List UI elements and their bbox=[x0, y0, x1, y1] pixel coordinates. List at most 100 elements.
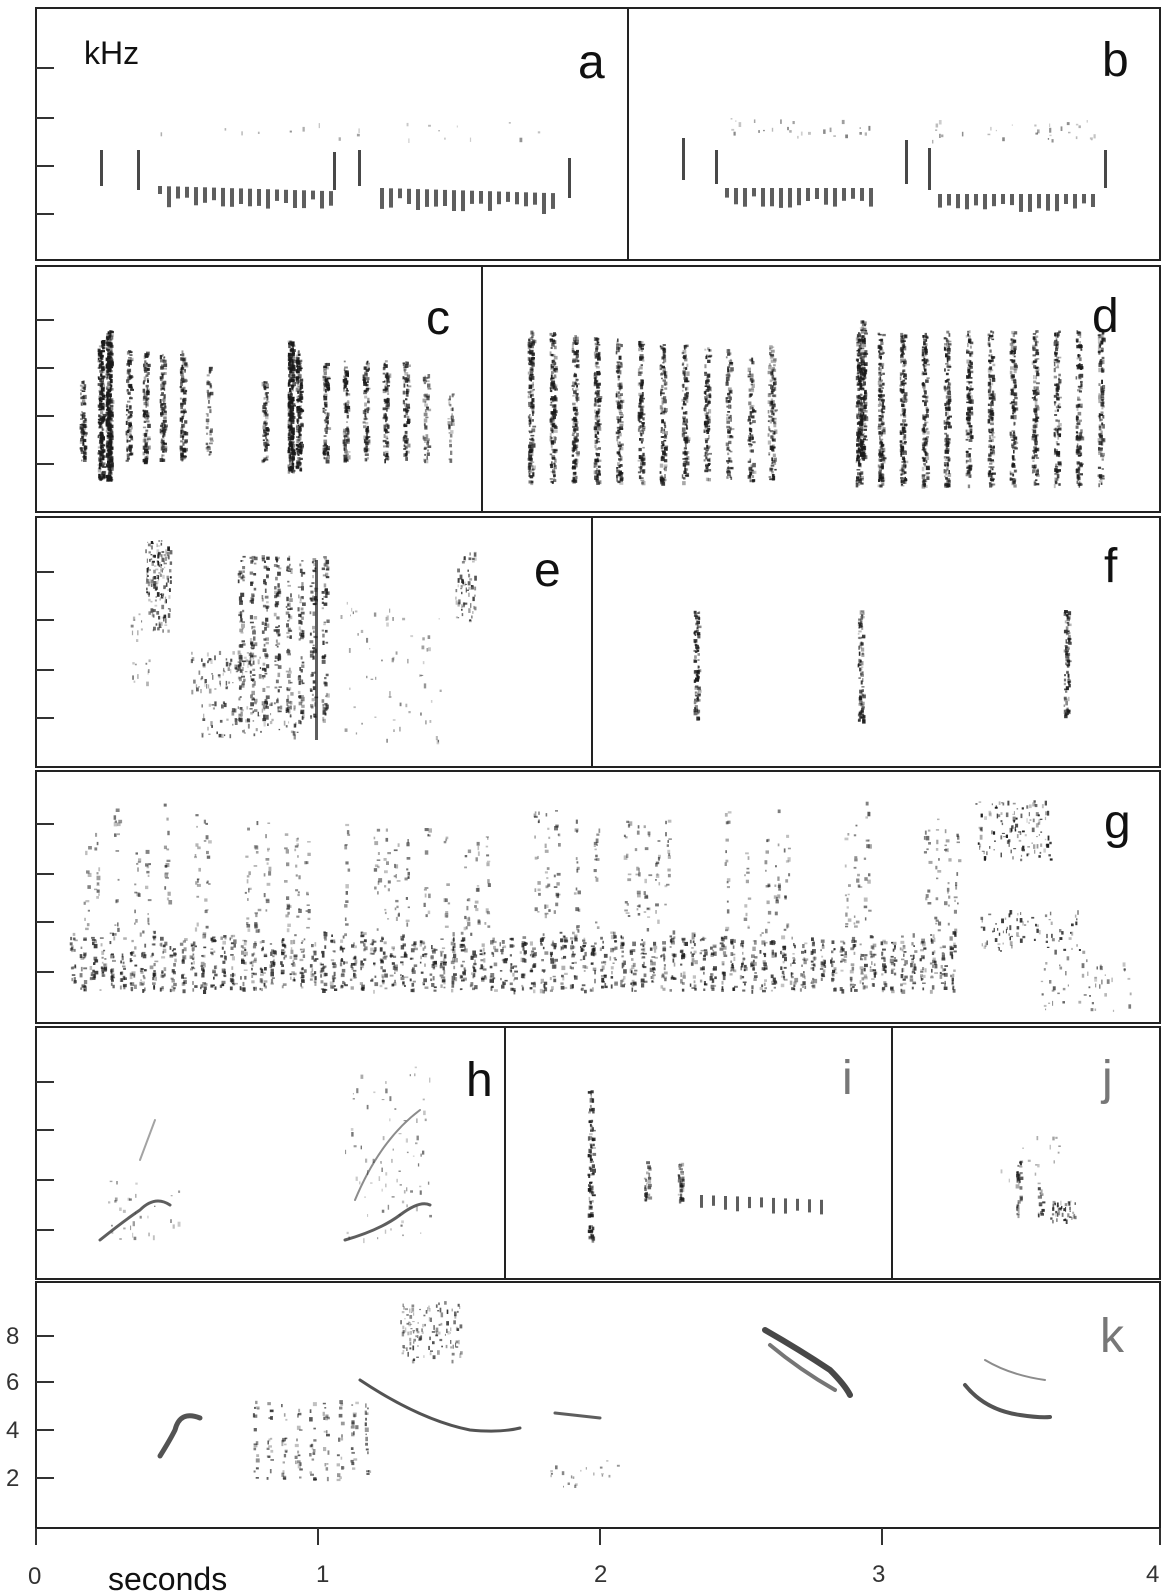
spectrogram-ink bbox=[903, 385, 905, 389]
spectrogram-ink bbox=[597, 447, 601, 450]
spectrogram-ink bbox=[708, 434, 710, 439]
spectrogram-ink bbox=[686, 437, 691, 441]
spectrogram-ink bbox=[598, 459, 602, 462]
spectrogram-ink bbox=[109, 360, 114, 364]
spectrogram-ink bbox=[100, 451, 104, 457]
spectrogram-ink bbox=[144, 458, 149, 463]
spectrogram-ink bbox=[423, 458, 426, 462]
spectrogram-ink bbox=[385, 381, 389, 385]
spectrogram-ink bbox=[1014, 394, 1017, 399]
spectrogram-ink bbox=[593, 381, 597, 387]
spectrogram-ink bbox=[970, 411, 974, 414]
spectrogram-ink bbox=[344, 370, 348, 373]
spectrogram-ink bbox=[527, 391, 532, 394]
spectrogram-ink bbox=[83, 451, 87, 455]
spectrogram-ink bbox=[1035, 349, 1039, 352]
spectrogram-ink bbox=[989, 366, 993, 370]
spectrogram-ink bbox=[1013, 345, 1017, 351]
spectrogram-ink bbox=[205, 426, 209, 430]
spectrogram-ink bbox=[706, 459, 711, 461]
spectrogram-ink bbox=[773, 358, 777, 362]
spectrogram-ink bbox=[102, 375, 106, 378]
spectrogram-ink bbox=[965, 438, 969, 441]
spectrogram-ink bbox=[881, 473, 885, 478]
spectrogram-ink bbox=[288, 380, 291, 386]
spectrogram-ink bbox=[877, 394, 882, 397]
spectrogram-ink bbox=[857, 462, 860, 467]
spectrogram-ink bbox=[967, 342, 969, 348]
spectrogram-ink bbox=[659, 364, 662, 367]
spectrogram-ink bbox=[921, 371, 924, 375]
spectrogram-ink bbox=[620, 414, 624, 417]
spectrogram-ink bbox=[685, 387, 687, 391]
spectrogram-ink bbox=[1057, 393, 1060, 397]
spectrogram-ink bbox=[596, 415, 601, 418]
spectrogram-ink bbox=[572, 476, 576, 481]
spectrogram-ink bbox=[1013, 431, 1016, 434]
spectrogram-ink bbox=[403, 368, 406, 373]
spectrogram-ink bbox=[594, 435, 597, 438]
spectrogram-ink bbox=[265, 439, 270, 444]
spectrogram-ink bbox=[291, 374, 296, 376]
spectrogram-ink bbox=[108, 331, 112, 334]
spectrogram-ink bbox=[295, 465, 300, 469]
spectrogram-ink bbox=[638, 402, 642, 405]
spectrogram-ink bbox=[182, 413, 185, 417]
spectrogram-ink bbox=[815, 188, 819, 199]
spectrogram-ink bbox=[325, 459, 330, 464]
spectrogram-ink bbox=[704, 423, 709, 428]
spectrogram-ink bbox=[988, 444, 992, 447]
spectrogram-ink bbox=[365, 445, 368, 448]
spectrogram-ink bbox=[705, 381, 707, 386]
spectrogram-ink bbox=[773, 420, 777, 425]
spectrogram-ink bbox=[145, 455, 148, 459]
spectrogram-ink bbox=[98, 349, 101, 353]
spectrogram-ink bbox=[105, 441, 109, 444]
spectrogram-ink bbox=[879, 346, 883, 351]
spectrogram-ink bbox=[549, 338, 553, 341]
spectrogram-ink bbox=[684, 420, 689, 424]
spectrogram-ink bbox=[967, 469, 970, 474]
spectrogram-ink bbox=[221, 187, 225, 207]
spectrogram-ink bbox=[660, 412, 663, 414]
spectrogram-ink bbox=[552, 359, 555, 364]
spectrogram-ink bbox=[1034, 389, 1038, 391]
spectrogram-ink bbox=[346, 438, 350, 442]
spectrogram-ink bbox=[575, 428, 578, 431]
spectrogram-ink bbox=[356, 133, 360, 137]
spectrogram-ink bbox=[682, 383, 685, 389]
spectrogram-ink bbox=[105, 454, 110, 458]
spectrogram-ink bbox=[881, 412, 884, 417]
spectrogram-ink bbox=[181, 371, 184, 375]
spectrogram-ink bbox=[427, 445, 432, 448]
spectrogram-ink bbox=[594, 362, 598, 367]
spectrogram-ink bbox=[1077, 411, 1082, 416]
spectrogram-ink bbox=[145, 403, 149, 407]
spectrogram-ink bbox=[946, 354, 950, 358]
spectrogram-ink bbox=[922, 382, 925, 387]
spectrogram-ink bbox=[881, 349, 884, 353]
spectrogram-ink bbox=[97, 418, 100, 421]
spectrogram-ink bbox=[143, 363, 145, 367]
spectrogram-ink bbox=[343, 375, 347, 378]
spectrogram-ink bbox=[681, 474, 684, 479]
spectrogram-ink bbox=[145, 446, 150, 450]
spectrogram-ink bbox=[749, 406, 751, 410]
spectrogram-ink bbox=[638, 419, 640, 422]
spectrogram-ink bbox=[857, 372, 860, 375]
spectrogram-ink bbox=[405, 390, 409, 395]
spectrogram-ink bbox=[880, 393, 882, 397]
spectrogram-ink bbox=[661, 356, 665, 360]
spectrogram-ink bbox=[1093, 134, 1096, 139]
spectrogram-ink bbox=[364, 402, 367, 407]
spectrogram-ink bbox=[857, 368, 860, 372]
spectrogram-ink bbox=[299, 408, 304, 413]
spectrogram-ink bbox=[209, 430, 212, 433]
spectrogram-ink bbox=[576, 359, 580, 363]
spectrogram-ink bbox=[107, 394, 109, 400]
spectrogram-ink bbox=[264, 412, 267, 415]
spectrogram-ink bbox=[749, 412, 752, 417]
spectrogram-ink bbox=[358, 150, 361, 186]
spectrogram-ink bbox=[681, 433, 686, 438]
spectrogram-ink bbox=[100, 439, 104, 443]
